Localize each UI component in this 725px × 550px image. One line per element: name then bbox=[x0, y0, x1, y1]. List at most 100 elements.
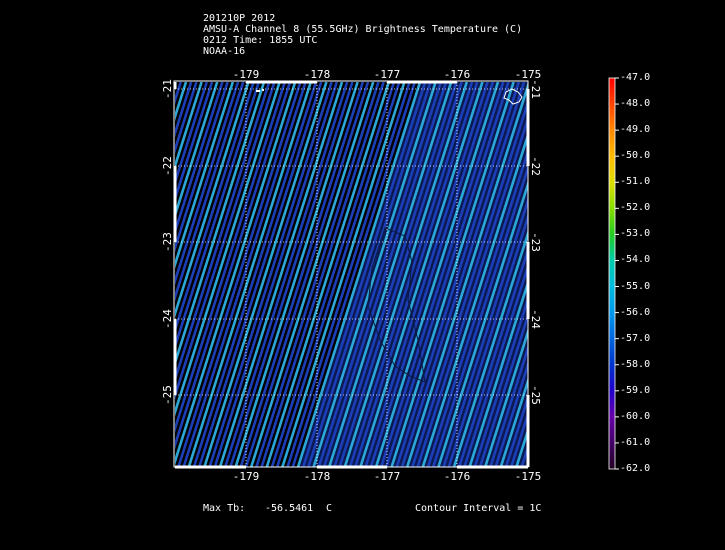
swath-stripe bbox=[2, 82, 124, 467]
swath-stripe bbox=[175, 82, 287, 433]
swath-stripe bbox=[631, 82, 725, 467]
swath-stripe bbox=[48, 82, 170, 467]
swath-stripe bbox=[28, 82, 150, 467]
swath-stripe bbox=[704, 82, 725, 467]
lon-tick-label-top: -176 bbox=[444, 68, 471, 81]
colorbar-label: -55.0 bbox=[620, 280, 651, 292]
swath-stripe bbox=[568, 82, 690, 467]
contour-interval: Contour Interval = 1C bbox=[415, 503, 542, 514]
colorbar-label: -53.0 bbox=[620, 228, 651, 240]
swath-stripe bbox=[286, 82, 411, 467]
swath-stripe bbox=[197, 82, 323, 467]
swath-stripe bbox=[239, 82, 365, 467]
swath-stripe bbox=[693, 82, 725, 467]
swath-stripe bbox=[390, 82, 515, 467]
swath-stripe bbox=[223, 82, 349, 467]
swath-stripe bbox=[405, 82, 528, 467]
swath-stripe bbox=[175, 82, 297, 466]
lat-tick-label-right: -22 bbox=[529, 156, 542, 176]
swath-stripe bbox=[558, 82, 680, 467]
lat-tick-label-right: -24 bbox=[529, 309, 542, 329]
swath-stripe bbox=[343, 82, 469, 467]
swath-stripe bbox=[0, 82, 113, 467]
colorbar-label: -52.0 bbox=[620, 202, 651, 214]
swath-stripe bbox=[322, 82, 448, 467]
swath-stripe bbox=[33, 82, 155, 467]
swath-stripe bbox=[359, 82, 484, 467]
colorbar-label: -47.0 bbox=[620, 72, 651, 83]
island-icon bbox=[256, 88, 523, 105]
lat-tick-label-left: -25 bbox=[161, 385, 174, 405]
lon-tick-label-top: -177 bbox=[374, 68, 401, 81]
colorbar-label: -54.0 bbox=[620, 254, 651, 266]
swath-stripe bbox=[307, 82, 432, 467]
lon-tick-label-bottom: -178 bbox=[304, 470, 331, 483]
swath-stripe bbox=[683, 82, 725, 467]
coastline bbox=[367, 227, 426, 383]
swath-stripe bbox=[175, 82, 219, 220]
storm-id-title: 201210P 2012 bbox=[203, 13, 276, 24]
swath-stripe bbox=[22, 82, 144, 467]
swath-stripe bbox=[515, 426, 528, 467]
swath-stripe bbox=[646, 82, 725, 467]
swath-stripe bbox=[175, 82, 255, 335]
lon-tick-label-bottom: -175 bbox=[515, 470, 542, 483]
swath-stripe bbox=[636, 82, 725, 467]
lat-tick-label-left: -21 bbox=[161, 79, 174, 99]
swath-stripe bbox=[698, 82, 725, 467]
swath-stripe bbox=[43, 82, 165, 467]
swath-stripe bbox=[175, 82, 250, 318]
swath-stripe bbox=[312, 82, 437, 467]
swath-stripe bbox=[175, 82, 188, 122]
colorbar-label: -61.0 bbox=[620, 436, 651, 448]
lat-tick-label-right: -25 bbox=[529, 385, 542, 405]
swath-stripe bbox=[270, 82, 396, 467]
swath-stripe bbox=[244, 82, 370, 467]
swath-stripe bbox=[641, 82, 725, 467]
swath-stripe bbox=[468, 278, 528, 467]
swath-stripe bbox=[400, 82, 526, 467]
swath-stripe bbox=[620, 82, 725, 467]
swath-stripe bbox=[416, 114, 528, 467]
swath-stripe bbox=[584, 82, 706, 467]
swath-stripe bbox=[532, 82, 654, 467]
swath-stripe bbox=[421, 130, 528, 467]
swath-stripe bbox=[187, 82, 313, 467]
swath-stripe bbox=[213, 82, 339, 467]
swath-stripe bbox=[208, 82, 333, 467]
time-label: 0212 Time: 1855 UTC bbox=[203, 35, 318, 46]
swath-stripe bbox=[192, 82, 318, 467]
swath-stripe bbox=[175, 82, 198, 154]
swath-stripe bbox=[605, 82, 725, 467]
swath-stripe bbox=[175, 82, 183, 105]
swath-stripe bbox=[218, 82, 344, 467]
colorbar-label: -62.0 bbox=[620, 463, 651, 474]
lat-tick-label-left: -23 bbox=[161, 232, 174, 252]
swath-stripe bbox=[275, 82, 401, 467]
swath-stripe bbox=[182, 82, 307, 467]
swath-stripe bbox=[364, 82, 489, 467]
swath-stripe bbox=[657, 82, 725, 467]
swath-stripe bbox=[520, 442, 528, 467]
swath-stripe bbox=[249, 82, 375, 467]
swath-stripe bbox=[333, 82, 458, 467]
colorbar-label: -56.0 bbox=[620, 306, 651, 318]
swath-stripe bbox=[395, 82, 521, 467]
swath-stripe bbox=[175, 82, 240, 286]
swath-stripe bbox=[411, 97, 528, 467]
swath-stripe bbox=[626, 82, 725, 467]
swath-stripe bbox=[574, 82, 696, 467]
swath-stripe bbox=[281, 82, 406, 467]
swath-stripe bbox=[175, 82, 193, 138]
swath-stripe bbox=[38, 82, 160, 467]
colorbar-label: -58.0 bbox=[620, 358, 651, 370]
swath-stripe bbox=[426, 147, 528, 467]
swath-stripe bbox=[175, 82, 261, 351]
swath-stripe bbox=[478, 311, 528, 467]
swath-stripe bbox=[548, 82, 670, 467]
swath-stripe bbox=[600, 82, 722, 467]
lon-tick-label-bottom: -176 bbox=[444, 470, 471, 483]
swath-stripe bbox=[175, 82, 266, 368]
swath-stripe bbox=[385, 82, 510, 467]
